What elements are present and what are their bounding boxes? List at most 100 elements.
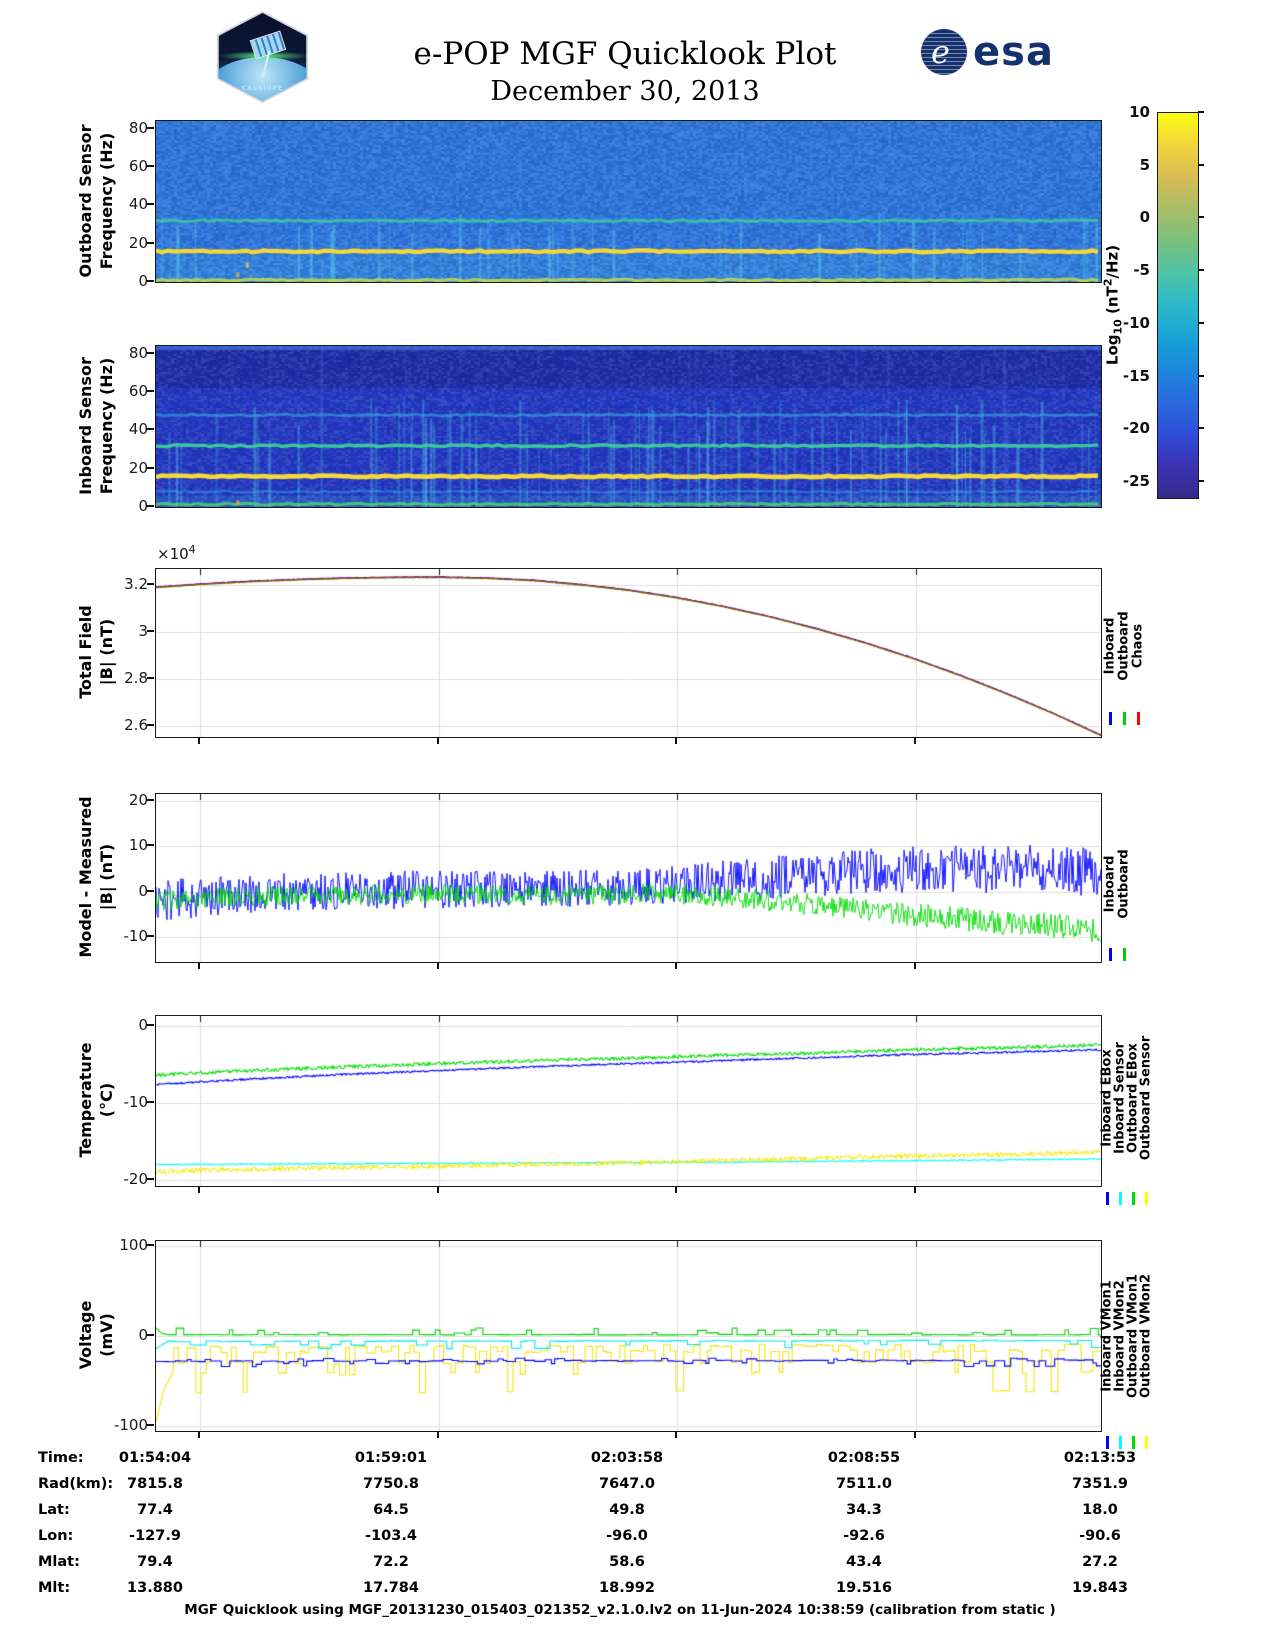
inboard-spectrogram-panel (155, 345, 1102, 508)
model-minus-measured-x-tick-mark (675, 962, 678, 969)
outboard-spectrogram-y-tick-label: 0 (138, 272, 148, 290)
outboard-spectrogram-y-tick-label: 80 (128, 118, 148, 137)
colorbar-tick-label: -5 (1133, 261, 1150, 280)
voltage-legend-marker (1131, 1436, 1135, 1449)
total-field-exponent-label: ×104 (157, 543, 196, 563)
temperature-y-tick-mark (147, 1100, 154, 1103)
total-field-legend-label-chaos: Chaos (1130, 623, 1146, 669)
voltage-legend-marker (1118, 1436, 1122, 1449)
inboard-spectrogram-y-tick-mark (147, 505, 154, 507)
outboard-spectrogram-y-tick-mark (147, 280, 154, 282)
voltage-y-axis-label-line1: Voltage (76, 1300, 95, 1370)
inboard-spectrogram-y-tick-mark (147, 390, 154, 392)
colorbar (1157, 112, 1199, 499)
voltage-y-tick-mark (147, 1424, 154, 1427)
colorbar-tick-mark (1198, 480, 1204, 483)
colorbar-tick-mark (1198, 163, 1204, 166)
total-field-legend-marker (1122, 712, 1126, 725)
colorbar-tick-label: 10 (1129, 103, 1150, 121)
voltage-x-tick-mark (437, 1431, 440, 1438)
temperature-x-tick-mark (198, 1186, 201, 1193)
total-field-y-tick-mark (147, 724, 154, 727)
temperature-legend-label-outboard-sensor: Outboard Sensor (1138, 1035, 1154, 1161)
table-cell: 7351.9 (1072, 1476, 1128, 1492)
model-minus-measured-y-tick-label: 10 (128, 836, 148, 855)
table-cell: 01:59:01 (354, 1450, 428, 1466)
total-field-y-tick-mark (147, 583, 154, 586)
voltage-y-tick-label: 0 (138, 1326, 148, 1344)
table-row-label-radkm: Rad(km): (38, 1476, 114, 1492)
temperature-legend-marker (1144, 1192, 1148, 1205)
total-field-x-tick-mark (198, 737, 201, 744)
total-field-y-tick-label: 2.6 (124, 716, 148, 735)
outboard-spectrogram-y-tick-label: 20 (128, 233, 148, 252)
table-cell: 02:13:53 (1063, 1450, 1137, 1466)
total-field-legend-marker (1136, 712, 1140, 725)
model-minus-measured-y-tick-mark (147, 889, 154, 892)
voltage-y-tick-label: 100 (119, 1235, 148, 1254)
colorbar-tick-mark (1198, 374, 1204, 377)
total-field-legend-marker (1108, 712, 1112, 725)
esa-logo-e-glyph: e (931, 33, 950, 71)
model-minus-measured-legend-label-inboard: Inboard (1102, 855, 1118, 913)
inboard-spectrogram-y-tick-label: 40 (128, 420, 148, 439)
temperature-y-tick-label: 0 (138, 1016, 148, 1034)
temperature-x-tick-mark (437, 1186, 440, 1193)
cassiope-mission-patch: CASSIOPE (214, 11, 311, 103)
total-field-y-tick-label: 3.2 (124, 575, 148, 594)
outboard-spectrogram-y-tick-label: 60 (128, 157, 148, 175)
model-minus-measured-y-tick-label: 20 (128, 790, 148, 809)
model-minus-measured-panel (155, 793, 1102, 963)
model-minus-measured-y-tick-label: -10 (123, 927, 149, 946)
voltage-y-tick-mark (147, 1243, 154, 1246)
table-row-label-lat: Lat: (38, 1502, 70, 1518)
table-cell: 72.2 (373, 1554, 409, 1570)
table-cell: 02:08:55 (827, 1450, 901, 1466)
total-field-panel (155, 568, 1102, 738)
colorbar-tick-mark (1198, 321, 1204, 324)
footer-caption: MGF Quicklook using MGF_20131230_015403_… (184, 1602, 1056, 1618)
table-cell: 19.516 (836, 1580, 892, 1596)
inboard-spectrogram-y-tick-label: 60 (128, 382, 148, 400)
total-field-y-axis-label-line1: Total Field (76, 605, 95, 699)
colorbar-tick-label: 5 (1139, 155, 1150, 174)
patch-mission-name: CASSIOPE (241, 85, 284, 92)
table-cell: 02:03:58 (590, 1450, 664, 1466)
model-minus-measured-y-axis-label-line1: Model - Measured (76, 796, 95, 958)
table-cell: -90.6 (1079, 1528, 1121, 1544)
total-field-x-tick-mark (913, 737, 916, 744)
voltage-legend-marker (1105, 1436, 1109, 1449)
inboard-spectrogram-y-tick-mark (147, 428, 154, 431)
table-cell: -96.0 (606, 1528, 648, 1544)
total-field-x-tick-mark (437, 737, 440, 744)
table-cell: 13.880 (127, 1580, 183, 1596)
temperature-x-tick-mark (675, 1186, 678, 1193)
inboard-spectrogram-canvas (156, 346, 1101, 507)
total-field-y-tick-mark (147, 677, 154, 680)
total-field-y-tick-mark (147, 630, 154, 633)
table-cell: 7647.0 (599, 1476, 655, 1492)
table-row-label-mlt: Mlt: (38, 1580, 71, 1596)
table-cell: 27.2 (1082, 1554, 1118, 1570)
table-cell: 7511.0 (836, 1476, 892, 1492)
table-cell: -127.9 (129, 1528, 181, 1544)
colorbar-tick-mark (1198, 111, 1204, 113)
total-field-legend-label-outboard: Outboard (1116, 611, 1132, 681)
table-cell: 01:54:04 (118, 1450, 192, 1466)
colorbar-tick-mark (1198, 269, 1204, 272)
temperature-legend-marker (1118, 1192, 1122, 1205)
colorbar-tick-mark (1198, 427, 1204, 430)
model-minus-measured-legend-marker (1122, 948, 1126, 961)
model-minus-measured-y-tick-mark (147, 844, 154, 847)
inboard-spectrogram-y-tick-mark (147, 466, 154, 469)
table-cell: 7815.8 (127, 1476, 183, 1492)
temperature-y-tick-mark (147, 1024, 154, 1026)
model-minus-measured-x-tick-mark (913, 962, 916, 969)
model-minus-measured-canvas (156, 794, 1101, 962)
table-cell: 17.784 (363, 1580, 419, 1596)
table-row-label-mlat: Mlat: (38, 1554, 80, 1570)
inboard-spectrogram-y-tick-label: 80 (128, 343, 148, 362)
colorbar-tick-mark (1198, 216, 1204, 219)
voltage-legend-marker (1144, 1436, 1148, 1449)
model-minus-measured-y-tick-mark (147, 935, 154, 938)
